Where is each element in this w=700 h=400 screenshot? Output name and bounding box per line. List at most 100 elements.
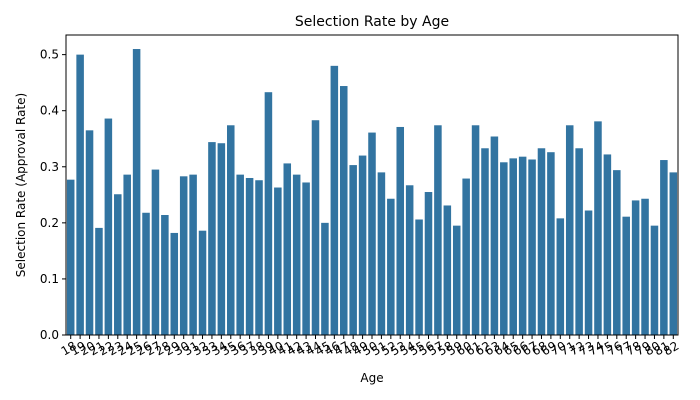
x-tick-label: 19 xyxy=(68,339,88,359)
bar-age-78 xyxy=(631,200,640,335)
x-tick-label: 72 xyxy=(567,339,587,359)
bar-age-75 xyxy=(603,154,612,335)
x-tick-label: 37 xyxy=(237,339,257,359)
x-tick-label: 18 xyxy=(59,339,79,359)
y-tick-label: 0.1 xyxy=(40,272,59,286)
bar-age-40 xyxy=(274,187,282,335)
y-tick-label: 0.2 xyxy=(40,216,59,230)
bar-age-57 xyxy=(434,125,442,335)
bar-age-54 xyxy=(405,185,414,335)
bars-group xyxy=(66,49,678,336)
bar-age-79 xyxy=(641,198,649,335)
bar-age-73 xyxy=(584,210,593,335)
x-tick-label: 49 xyxy=(350,339,370,359)
x-tick-label: 79 xyxy=(633,339,653,359)
x-tick-label: 24 xyxy=(115,339,135,359)
bar-age-30 xyxy=(179,176,188,335)
bar-age-81 xyxy=(660,160,668,335)
x-tick-label: 23 xyxy=(106,339,126,359)
x-tick-label: 45 xyxy=(313,339,333,359)
x-tick-label: 60 xyxy=(454,339,474,359)
bar-age-74 xyxy=(594,121,602,335)
bar-age-18 xyxy=(66,179,75,335)
bar-age-53 xyxy=(396,126,405,336)
bar-age-70 xyxy=(556,218,565,335)
x-tick-label: 29 xyxy=(162,339,182,359)
bar-age-76 xyxy=(613,170,621,335)
x-tick-label: 26 xyxy=(134,339,154,359)
bar-age-64 xyxy=(500,162,508,335)
bar-age-29 xyxy=(170,232,179,335)
x-tick-label: 31 xyxy=(181,339,201,359)
bar-age-24 xyxy=(123,174,131,335)
x-tick-label: 30 xyxy=(172,339,192,359)
x-tick-label: 20 xyxy=(77,339,97,359)
bar-age-77 xyxy=(622,216,630,335)
x-tick-label: 80 xyxy=(642,339,662,359)
y-tick-label: 0.0 xyxy=(40,328,59,342)
bar-age-69 xyxy=(547,152,555,335)
x-tick-label: 46 xyxy=(322,339,342,359)
bar-age-43 xyxy=(302,182,310,335)
bar-age-44 xyxy=(311,120,320,335)
y-axis-title: Selection Rate (Approval Rate) xyxy=(14,93,28,277)
x-tick-label: 36 xyxy=(228,339,248,359)
x-tick-label: 38 xyxy=(247,339,267,359)
bar-age-25 xyxy=(132,49,141,336)
bar-age-60 xyxy=(462,178,470,335)
x-tick-label: 27 xyxy=(143,339,163,359)
bar-age-36 xyxy=(236,174,244,335)
bar-age-62 xyxy=(481,148,489,335)
y-tick-label: 0.4 xyxy=(40,104,59,118)
bar-age-45 xyxy=(321,222,329,335)
bar-age-21 xyxy=(95,227,103,335)
x-tick-label: 56 xyxy=(416,339,436,359)
bar-age-37 xyxy=(245,177,254,335)
x-tick-label: 25 xyxy=(124,339,144,359)
x-tick-label: 32 xyxy=(190,339,210,359)
x-tick-label: 58 xyxy=(435,339,455,359)
bar-age-22 xyxy=(104,118,113,335)
bar-age-72 xyxy=(575,148,583,335)
x-axis-title: Age xyxy=(360,371,383,385)
bar-age-61 xyxy=(471,125,480,335)
bar-age-71 xyxy=(565,125,574,335)
x-tick-label: 75 xyxy=(595,339,615,359)
x-tick-label: 41 xyxy=(275,339,295,359)
y-axis: 0.0 0.1 0.2 0.3 0.4 0.5 xyxy=(40,48,66,342)
x-tick-label: 69 xyxy=(539,339,559,359)
bar-age-33 xyxy=(208,142,216,335)
x-tick-label: 71 xyxy=(558,339,578,359)
bar-age-19 xyxy=(76,54,84,335)
bar-age-47 xyxy=(339,86,348,335)
bar-age-82 xyxy=(669,172,678,335)
x-tick-label: 78 xyxy=(624,339,644,359)
x-tick-label: 57 xyxy=(426,339,446,359)
bar-age-52 xyxy=(387,198,395,335)
bar-age-46 xyxy=(330,65,339,335)
bar-age-38 xyxy=(255,180,263,335)
x-tick-label: 35 xyxy=(219,339,239,359)
bar-age-35 xyxy=(227,125,235,335)
x-tick-label: 50 xyxy=(360,339,380,359)
bar-age-50 xyxy=(368,132,376,335)
bar-age-42 xyxy=(292,174,301,335)
bar-age-48 xyxy=(349,165,357,335)
x-tick-label: 63 xyxy=(482,339,502,359)
bar-age-58 xyxy=(443,205,452,335)
x-axis: 1819202122232425262728293031323334353637… xyxy=(59,335,681,359)
bar-age-41 xyxy=(283,163,292,335)
x-tick-label: 82 xyxy=(661,339,681,359)
bar-age-23 xyxy=(114,194,122,335)
x-tick-label: 55 xyxy=(407,339,427,359)
x-tick-label: 51 xyxy=(369,339,389,359)
chart-title: Selection Rate by Age xyxy=(295,14,449,30)
x-tick-label: 81 xyxy=(652,339,672,359)
x-tick-label: 77 xyxy=(614,339,634,359)
bar-age-80 xyxy=(650,225,659,335)
bar-age-31 xyxy=(189,174,197,335)
y-tick-label: 0.5 xyxy=(40,48,59,62)
x-tick-label: 62 xyxy=(473,339,493,359)
bar-age-66 xyxy=(518,156,527,335)
